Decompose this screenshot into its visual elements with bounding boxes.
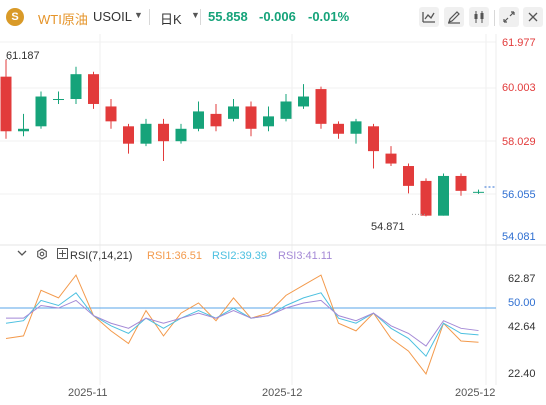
rsi3-legend: RSI3:41.11 — [278, 250, 333, 262]
symbol-code[interactable]: USOIL — [93, 9, 133, 24]
candle-body — [18, 128, 29, 132]
candle-body — [298, 96, 309, 107]
candle-body — [385, 153, 397, 164]
rsi1-legend: RSI1:36.51 — [147, 250, 203, 262]
rsi-tick: 62.87 — [508, 273, 536, 285]
rsi-tick: 42.64 — [508, 321, 536, 333]
candle-body — [105, 106, 117, 122]
symbol-name[interactable]: WTI原油 — [38, 12, 88, 27]
candle-body — [140, 123, 152, 144]
area-chart-icon[interactable] — [419, 7, 439, 27]
price-change-percent: -0.01% — [308, 9, 350, 24]
candle-body — [123, 126, 134, 144]
candle-body — [403, 166, 414, 186]
period-selector[interactable]: 日K — [160, 12, 182, 27]
candle-body — [245, 106, 257, 129]
rsi2-legend: RSI2:39.39 — [212, 250, 268, 262]
pen-icon[interactable] — [444, 7, 464, 27]
candle-body — [263, 116, 274, 127]
settings-icon[interactable] — [36, 248, 48, 263]
date-tick: 2025-12 — [455, 387, 496, 399]
period-dropdown-icon[interactable]: ▼ — [191, 10, 200, 20]
candle-body — [210, 113, 222, 127]
candle-body — [473, 191, 484, 193]
price-change: -0.006 — [259, 9, 296, 24]
candle-body — [158, 123, 169, 142]
divider — [200, 9, 201, 25]
candle-body — [438, 175, 449, 216]
candle-body — [420, 180, 432, 216]
rsi-reference-tick: 50.00 — [508, 297, 536, 309]
last-price: 55.858 — [208, 9, 248, 24]
rsi-line-rsi3 — [6, 299, 479, 347]
candle-settings-icon[interactable] — [469, 7, 489, 27]
close-icon[interactable] — [523, 7, 543, 27]
symbol-logo: S — [6, 8, 24, 26]
rsi-line-rsi2 — [5, 292, 479, 358]
rsi-tick: 22.40 — [508, 368, 536, 380]
candle-body — [175, 128, 187, 142]
price-tick: 58.029 — [502, 136, 536, 148]
candle-body — [228, 106, 239, 119]
price-tick: 60.003 — [502, 82, 536, 94]
price-tick: 54.081 — [502, 231, 536, 243]
candle-body — [70, 74, 82, 100]
candle-body — [35, 96, 47, 127]
high-price-label: 61.187 — [6, 50, 40, 62]
collapse-icon[interactable] — [17, 248, 27, 260]
current-price-tick: 56.055 — [502, 189, 536, 201]
price-tick: 61.977 — [502, 37, 536, 49]
rsi-indicator-bar: RSI(7,14,21) RSI1:36.51 RSI2:39.39 RSI3:… — [0, 248, 546, 266]
divider — [494, 10, 495, 26]
candle-body — [350, 121, 362, 134]
candle-body — [280, 101, 292, 119]
candle-body — [0, 76, 12, 132]
chart-header: S WTI原油 USOIL ▼ 日K ▼ 55.858 -0.006 -0.01… — [0, 0, 546, 34]
candle-body — [193, 111, 204, 129]
divider — [149, 9, 150, 25]
candle-body — [333, 123, 344, 134]
symbol-dropdown-icon[interactable]: ▼ — [134, 10, 143, 20]
low-price-label: 54.871 — [371, 221, 405, 233]
date-tick: 2025-11 — [68, 387, 108, 399]
indicator-menu-icon[interactable] — [57, 248, 68, 262]
candle-body — [368, 126, 379, 152]
candle-body — [88, 74, 99, 104]
candle-body — [455, 175, 467, 191]
candle-body — [53, 99, 64, 101]
rsi-line-rsi1 — [5, 274, 479, 375]
rsi-title[interactable]: RSI(7,14,21) — [70, 250, 133, 262]
fullscreen-icon[interactable] — [499, 7, 519, 27]
candle-body — [315, 89, 327, 124]
date-tick: 2025-12 — [262, 387, 303, 399]
